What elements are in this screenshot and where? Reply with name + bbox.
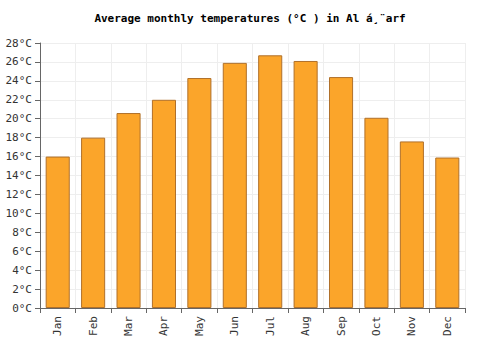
svg-text:28°C: 28°C [6, 37, 33, 50]
svg-text:0°C: 0°C [12, 302, 32, 315]
svg-text:Aug: Aug [299, 316, 312, 336]
svg-text:12°C: 12°C [6, 188, 33, 201]
svg-text:May: May [193, 316, 206, 336]
svg-text:Mar: Mar [122, 316, 135, 336]
svg-text:Jan: Jan [51, 316, 64, 336]
svg-text:26°C: 26°C [6, 55, 33, 68]
svg-text:Apr: Apr [157, 316, 170, 336]
svg-text:Nov: Nov [405, 316, 418, 336]
svg-text:10°C: 10°C [6, 207, 33, 220]
svg-text:6°C: 6°C [12, 245, 32, 258]
svg-text:Oct: Oct [370, 316, 383, 336]
svg-text:18°C: 18°C [6, 131, 33, 144]
svg-text:4°C: 4°C [12, 264, 32, 277]
svg-text:Sep: Sep [335, 316, 348, 336]
svg-text:24°C: 24°C [6, 74, 33, 87]
svg-text:Jun: Jun [228, 316, 241, 336]
svg-text:14°C: 14°C [6, 169, 33, 182]
svg-text:22°C: 22°C [6, 93, 33, 106]
svg-text:Average monthly temperatures (: Average monthly temperatures (°C ) in Al… [94, 12, 405, 25]
svg-text:2°C: 2°C [12, 283, 32, 296]
svg-text:Feb: Feb [87, 316, 100, 336]
svg-text:8°C: 8°C [12, 226, 32, 239]
svg-text:Dec: Dec [441, 316, 454, 336]
svg-text:20°C: 20°C [6, 112, 33, 125]
svg-text:Jul: Jul [264, 316, 277, 336]
svg-text:16°C: 16°C [6, 150, 33, 163]
